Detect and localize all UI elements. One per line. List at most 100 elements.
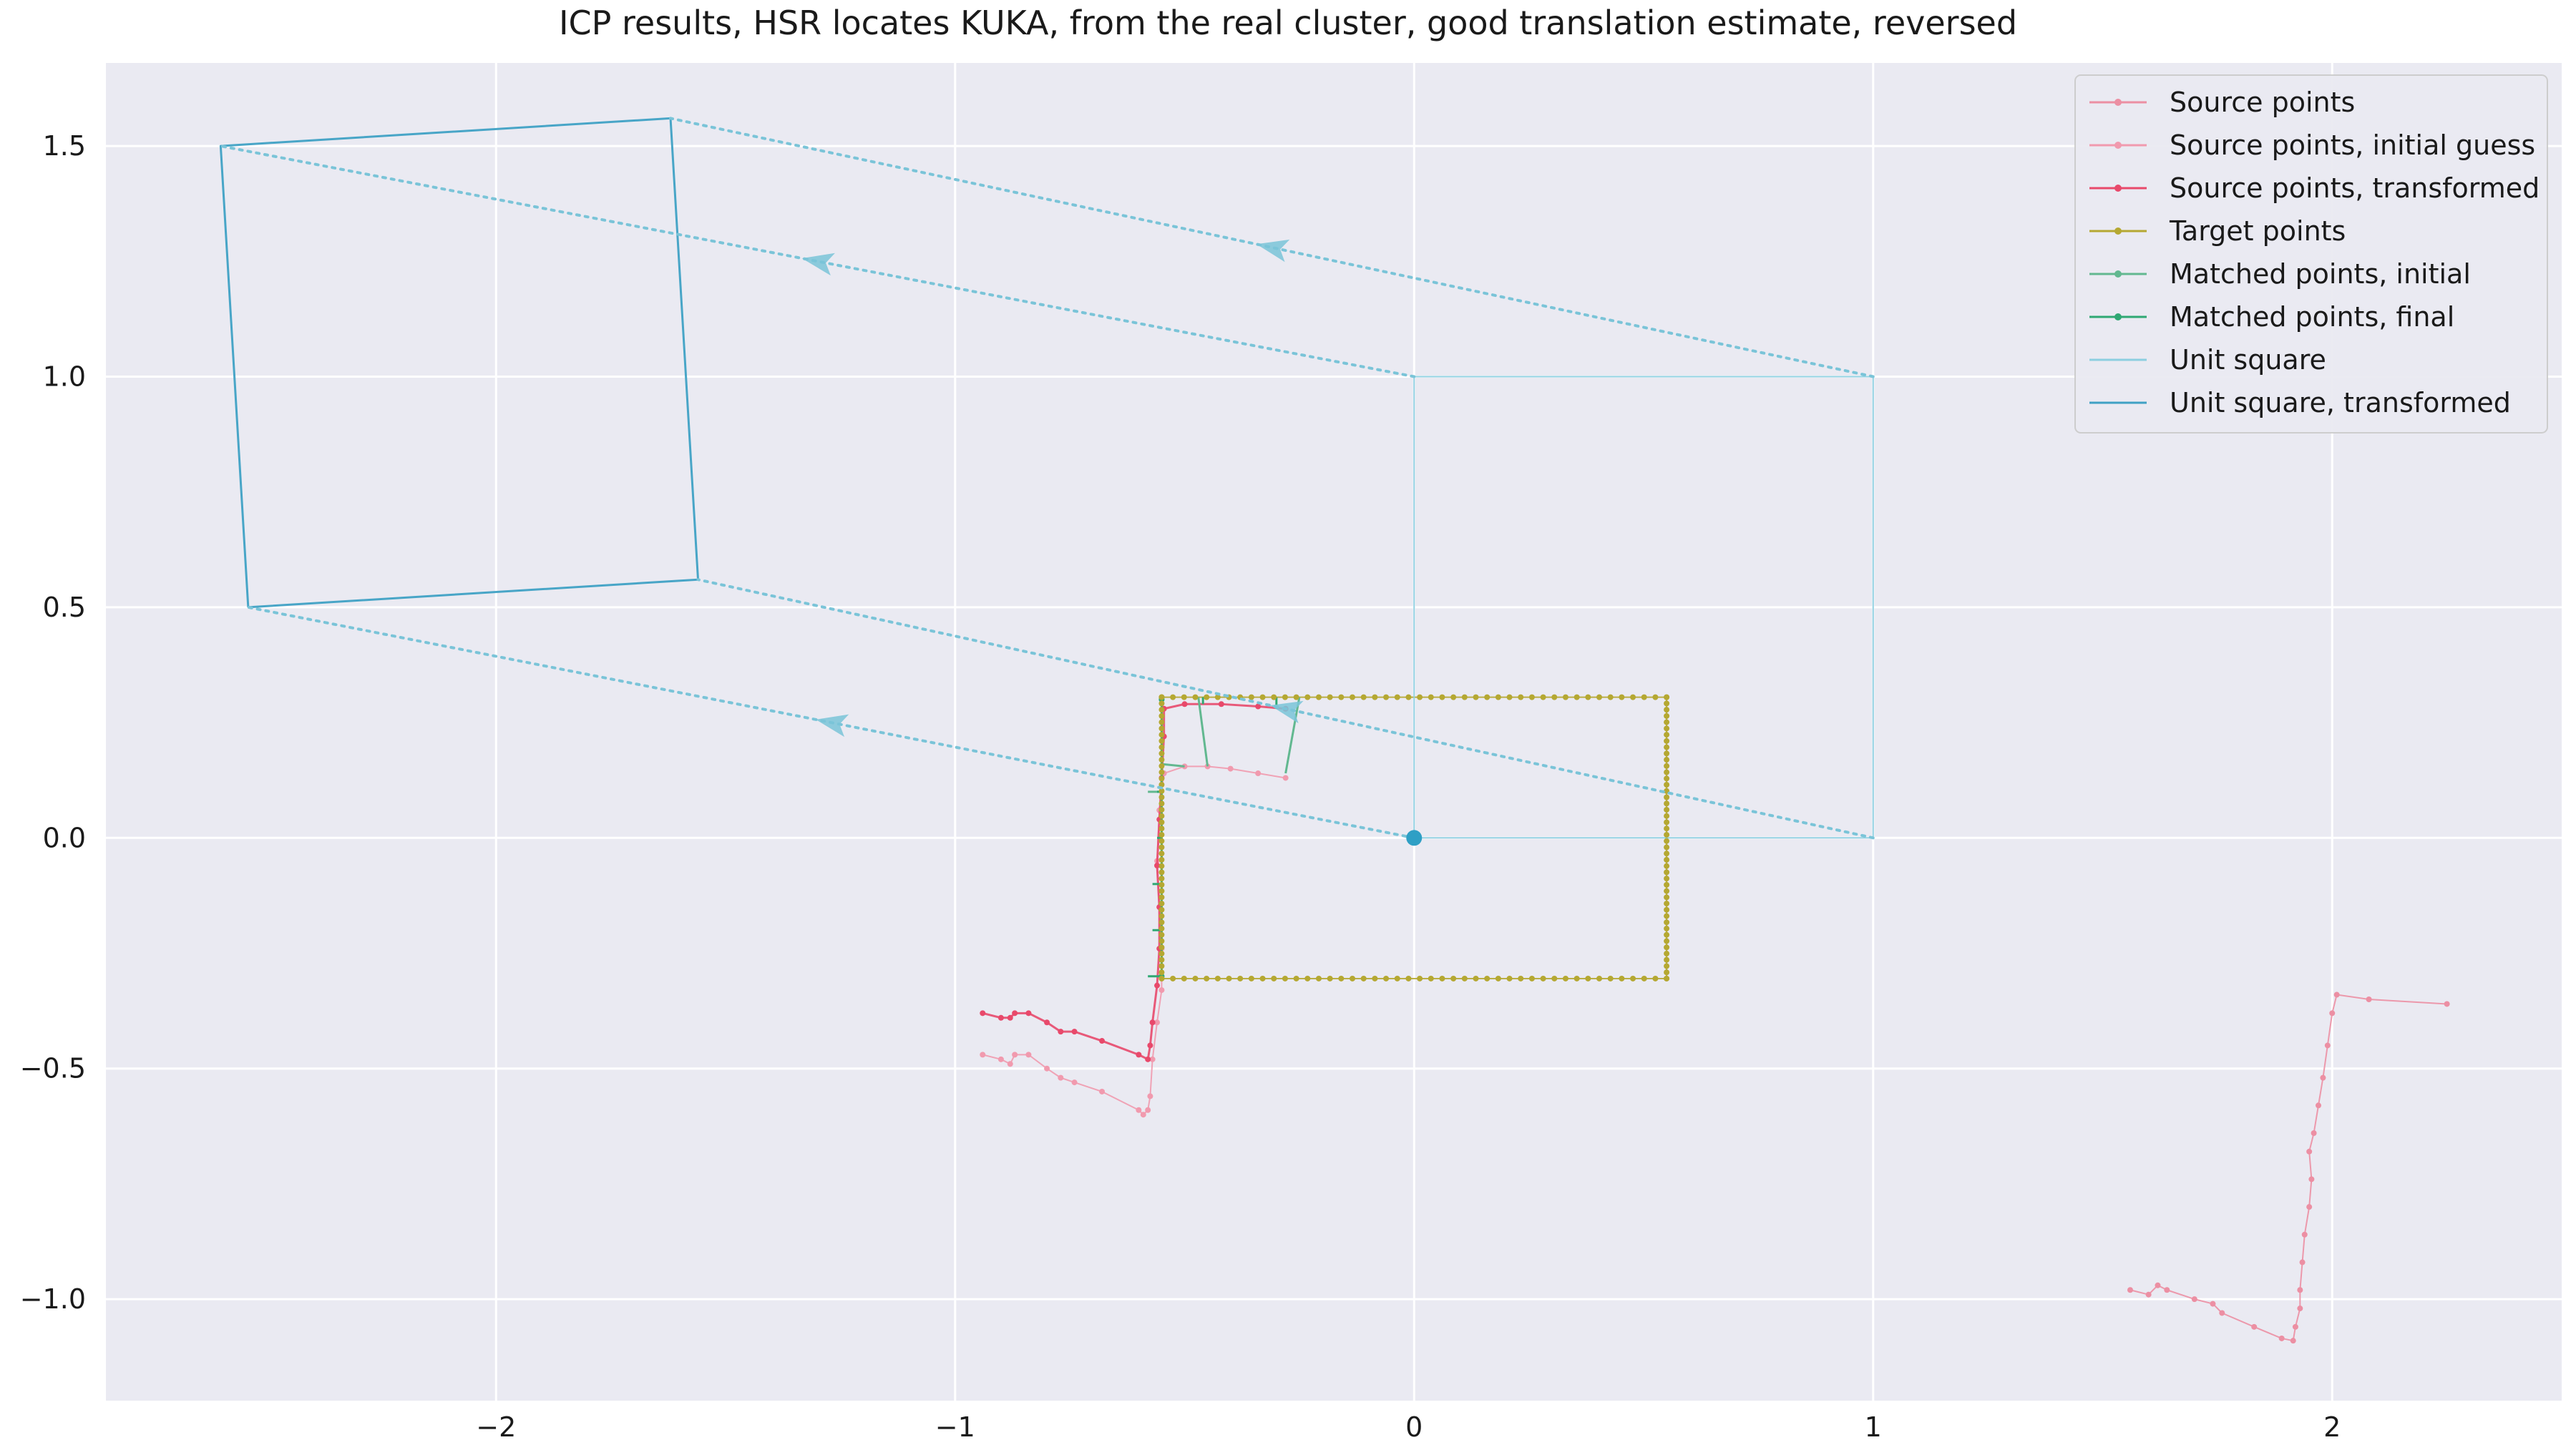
target-point bbox=[1237, 975, 1244, 981]
data-point bbox=[2329, 1010, 2336, 1017]
target-point bbox=[1158, 819, 1165, 826]
target-point bbox=[1304, 694, 1311, 700]
target-point bbox=[1619, 694, 1625, 700]
target-point bbox=[1664, 707, 1670, 713]
target-point bbox=[1394, 694, 1400, 700]
target-point bbox=[1551, 694, 1558, 700]
data-point bbox=[1058, 1029, 1064, 1035]
legend-label: Source points, initial guess bbox=[2170, 129, 2535, 161]
target-point bbox=[1450, 694, 1457, 700]
target-point bbox=[1282, 975, 1288, 981]
target-point bbox=[1540, 694, 1546, 700]
target-point bbox=[1428, 975, 1434, 981]
target-point bbox=[1484, 694, 1491, 700]
target-point bbox=[1664, 782, 1670, 788]
target-point bbox=[1664, 744, 1670, 750]
arrowhead bbox=[1256, 239, 1290, 263]
target-point bbox=[1158, 744, 1165, 750]
target-point bbox=[1473, 975, 1479, 981]
origin-marker bbox=[1406, 830, 1423, 846]
data-point bbox=[1044, 1019, 1050, 1026]
target-point bbox=[1158, 881, 1165, 888]
target-point bbox=[1158, 938, 1165, 944]
target-point bbox=[1495, 975, 1501, 981]
chart-title: ICP results, HSR locates KUKA, from the … bbox=[559, 4, 2017, 42]
target-point bbox=[1664, 732, 1670, 738]
target-point bbox=[1338, 694, 1345, 700]
target-point bbox=[1158, 763, 1165, 769]
target-point bbox=[1158, 844, 1165, 851]
target-point bbox=[1271, 694, 1277, 700]
target-point bbox=[1158, 856, 1165, 863]
target-point bbox=[1528, 694, 1535, 700]
legend-marker bbox=[2114, 142, 2122, 149]
data-point bbox=[2297, 1287, 2303, 1293]
target-point bbox=[1158, 888, 1165, 894]
data-point bbox=[1255, 770, 1262, 777]
target-point bbox=[1192, 975, 1199, 981]
match-segment bbox=[1161, 763, 1185, 768]
data-point bbox=[1218, 701, 1224, 707]
target-point bbox=[1158, 707, 1165, 713]
target-point bbox=[1562, 694, 1568, 700]
target-point bbox=[1383, 975, 1390, 981]
target-point bbox=[1214, 975, 1221, 981]
target-point bbox=[1293, 975, 1299, 981]
target-point bbox=[1664, 831, 1670, 838]
y-tick-label: 0.5 bbox=[43, 592, 86, 623]
data-point bbox=[2127, 1287, 2133, 1293]
target-point bbox=[1372, 694, 1378, 700]
target-point bbox=[1664, 975, 1670, 981]
target-point bbox=[1574, 975, 1580, 981]
correspondence-arrows bbox=[219, 117, 1875, 846]
data-point bbox=[1154, 863, 1161, 868]
target-point bbox=[1664, 694, 1670, 700]
data-point bbox=[2219, 1310, 2225, 1316]
target-point bbox=[1192, 694, 1199, 700]
target-point bbox=[1158, 775, 1165, 782]
data-point bbox=[1181, 701, 1188, 707]
target-point bbox=[1158, 782, 1165, 788]
target-point bbox=[1664, 906, 1670, 913]
target-point bbox=[1652, 694, 1659, 700]
target-point bbox=[1226, 975, 1232, 981]
legend-label: Target points bbox=[2169, 215, 2346, 247]
target-point bbox=[1259, 975, 1266, 981]
data-point bbox=[2320, 1074, 2326, 1081]
target-point bbox=[1562, 975, 1568, 981]
target-point bbox=[1495, 694, 1501, 700]
target-point bbox=[1664, 938, 1670, 944]
target-point bbox=[1158, 826, 1165, 832]
target-point bbox=[1664, 769, 1670, 775]
target-point bbox=[1664, 750, 1670, 757]
legend-marker bbox=[2114, 270, 2122, 278]
target-point bbox=[1518, 694, 1524, 700]
data-point bbox=[1136, 1107, 1142, 1113]
target-point bbox=[1664, 926, 1670, 932]
target-point bbox=[1484, 975, 1491, 981]
data-point bbox=[1154, 1019, 1161, 1026]
y-tick-label: 1.5 bbox=[43, 130, 86, 162]
target-point bbox=[1439, 694, 1445, 700]
target-point bbox=[1293, 694, 1299, 700]
target-point bbox=[1170, 694, 1176, 700]
target-point bbox=[1158, 813, 1165, 819]
data-point bbox=[2292, 1323, 2298, 1330]
data-point bbox=[2316, 1102, 2322, 1109]
target-point bbox=[1158, 831, 1165, 838]
data-point bbox=[1154, 982, 1161, 989]
target-point bbox=[1607, 975, 1614, 981]
target-point bbox=[1664, 813, 1670, 819]
target-point bbox=[1158, 851, 1165, 857]
target-point bbox=[1528, 975, 1535, 981]
data-point bbox=[1147, 1042, 1153, 1049]
target-point bbox=[1664, 881, 1670, 888]
data-point bbox=[997, 1056, 1004, 1062]
x-tick-label: 2 bbox=[2323, 1411, 2341, 1437]
target-point bbox=[1204, 975, 1210, 981]
target-point bbox=[1664, 700, 1670, 707]
series-line bbox=[2129, 994, 2447, 1342]
target-point bbox=[1158, 738, 1165, 744]
target-point bbox=[1664, 969, 1670, 976]
series-layer bbox=[219, 117, 2450, 1344]
